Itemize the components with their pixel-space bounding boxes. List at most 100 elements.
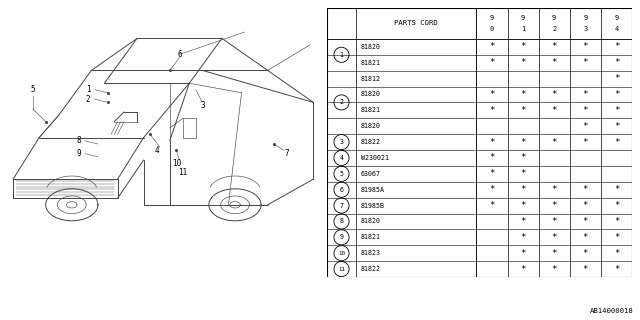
Text: 10: 10: [172, 159, 181, 168]
Text: *: *: [520, 233, 526, 242]
Text: 81985B: 81985B: [360, 203, 385, 209]
Text: 3: 3: [200, 101, 205, 110]
Text: *: *: [552, 185, 557, 194]
Text: W230021: W230021: [360, 155, 388, 161]
Text: *: *: [520, 217, 526, 226]
Text: *: *: [520, 185, 526, 194]
Text: 8: 8: [339, 219, 344, 224]
Text: 11: 11: [178, 168, 188, 177]
Text: *: *: [614, 201, 619, 210]
Text: *: *: [614, 217, 619, 226]
Text: 63067: 63067: [360, 171, 381, 177]
Text: *: *: [614, 90, 619, 99]
Text: *: *: [582, 217, 588, 226]
Text: *: *: [614, 106, 619, 115]
Text: *: *: [614, 138, 619, 147]
Text: *: *: [520, 201, 526, 210]
Text: *: *: [582, 265, 588, 274]
Text: 81822: 81822: [360, 139, 381, 145]
Text: *: *: [552, 58, 557, 67]
Text: *: *: [552, 217, 557, 226]
Text: PARTS CORD: PARTS CORD: [394, 20, 438, 27]
Text: 81822: 81822: [360, 266, 381, 272]
Text: *: *: [614, 185, 619, 194]
Text: AB14000018: AB14000018: [590, 308, 634, 314]
Text: 5: 5: [30, 85, 35, 94]
Text: *: *: [614, 42, 619, 52]
Text: 6: 6: [339, 187, 344, 193]
Text: 2: 2: [86, 95, 90, 104]
Text: *: *: [490, 201, 495, 210]
Text: *: *: [614, 233, 619, 242]
Text: *: *: [552, 201, 557, 210]
Text: 9: 9: [552, 14, 556, 20]
Text: 81820: 81820: [360, 92, 381, 98]
Text: 3: 3: [583, 26, 588, 32]
Text: *: *: [520, 265, 526, 274]
Text: 4: 4: [154, 146, 159, 155]
Text: 81821: 81821: [360, 107, 381, 113]
Text: 81985A: 81985A: [360, 187, 385, 193]
Text: *: *: [552, 265, 557, 274]
Text: *: *: [582, 58, 588, 67]
Text: 1: 1: [86, 85, 90, 94]
Text: *: *: [582, 138, 588, 147]
Text: 2: 2: [552, 26, 556, 32]
Text: 9: 9: [76, 149, 81, 158]
Text: *: *: [520, 249, 526, 258]
Text: *: *: [582, 90, 588, 99]
Text: *: *: [520, 42, 526, 52]
Text: *: *: [490, 90, 495, 99]
Text: 9: 9: [339, 234, 344, 240]
Text: *: *: [552, 42, 557, 52]
Text: 81820: 81820: [360, 123, 381, 129]
Text: 4: 4: [339, 155, 344, 161]
Text: 81820: 81820: [360, 219, 381, 224]
Text: *: *: [552, 249, 557, 258]
Text: *: *: [614, 265, 619, 274]
Text: 81820: 81820: [360, 44, 381, 50]
Text: *: *: [520, 138, 526, 147]
Text: *: *: [582, 185, 588, 194]
Text: 7: 7: [339, 203, 344, 209]
Text: 4: 4: [614, 26, 619, 32]
Text: *: *: [582, 42, 588, 52]
Text: *: *: [490, 169, 495, 178]
Text: 9: 9: [490, 14, 494, 20]
Text: 1: 1: [521, 26, 525, 32]
Text: 9: 9: [521, 14, 525, 20]
Text: *: *: [614, 74, 619, 83]
Text: 0: 0: [490, 26, 494, 32]
Text: *: *: [520, 169, 526, 178]
Text: 10: 10: [338, 251, 345, 256]
Text: 81823: 81823: [360, 250, 381, 256]
Text: 3: 3: [339, 139, 344, 145]
Text: 1: 1: [339, 52, 344, 58]
Text: 81821: 81821: [360, 60, 381, 66]
Text: *: *: [490, 138, 495, 147]
Text: 81821: 81821: [360, 234, 381, 240]
Text: *: *: [582, 249, 588, 258]
Text: 2: 2: [339, 100, 344, 105]
Text: 5: 5: [339, 171, 344, 177]
Text: *: *: [582, 233, 588, 242]
Text: 8: 8: [76, 136, 81, 145]
Text: *: *: [520, 90, 526, 99]
Text: *: *: [490, 58, 495, 67]
Text: 9: 9: [583, 14, 588, 20]
Text: *: *: [582, 106, 588, 115]
Text: *: *: [490, 42, 495, 52]
Text: 11: 11: [338, 267, 345, 272]
Text: *: *: [552, 138, 557, 147]
Text: *: *: [614, 58, 619, 67]
Text: 7: 7: [285, 149, 289, 158]
Text: *: *: [552, 106, 557, 115]
Text: 81812: 81812: [360, 76, 381, 82]
Text: *: *: [490, 154, 495, 163]
Text: 9: 9: [614, 14, 619, 20]
Text: *: *: [520, 58, 526, 67]
Text: *: *: [582, 201, 588, 210]
Text: *: *: [614, 122, 619, 131]
Text: *: *: [582, 122, 588, 131]
Text: 6: 6: [177, 50, 182, 59]
